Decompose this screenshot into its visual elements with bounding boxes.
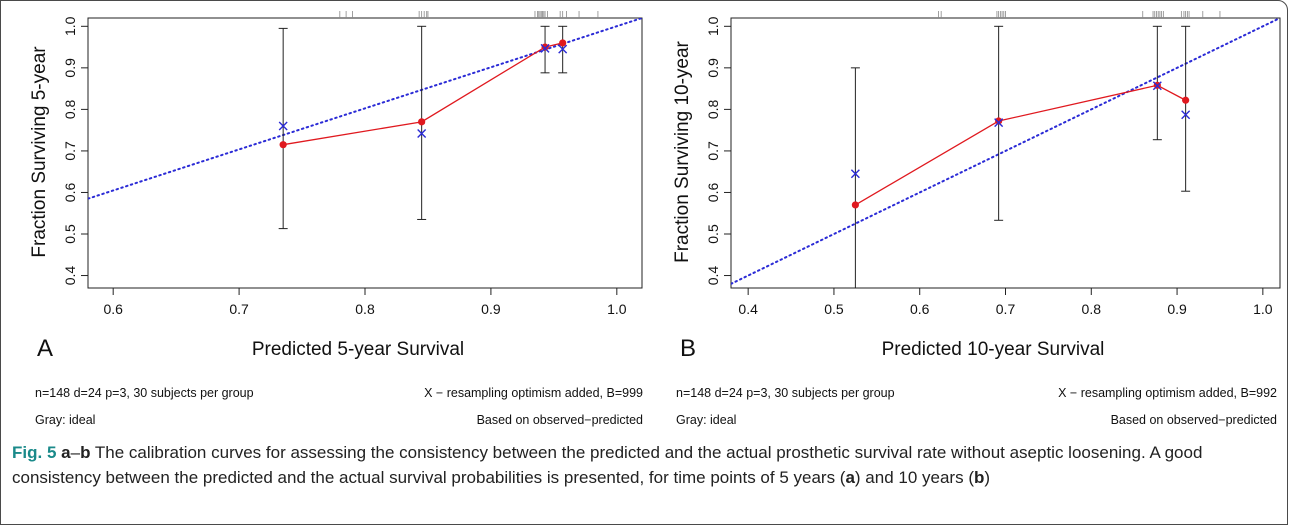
panel-a-observed-point xyxy=(279,141,287,149)
panel-a-y-tick-label: 0.5 xyxy=(62,224,78,244)
panel-b-observed-point xyxy=(1182,96,1190,104)
panel-b-observed-point xyxy=(851,201,859,209)
panel-a-plot-box xyxy=(87,17,643,289)
panel-b-plot-box xyxy=(730,17,1281,289)
panel-b-corrected-point xyxy=(1181,110,1191,120)
panel-b-observed-line xyxy=(855,84,1186,206)
calibration-figure: Fraction Surviving 5-year Predicted 5-ye… xyxy=(29,11,1281,362)
panel-b-corrected-point xyxy=(850,169,860,179)
panel-b-y-tick-label: 1.0 xyxy=(705,16,721,36)
panel-b-x-tick-label: 0.6 xyxy=(910,301,930,317)
caption-text-3: ) xyxy=(984,468,991,487)
panel-b-corrected-point xyxy=(994,118,1004,128)
panel-b-x-tick-label: 1.0 xyxy=(1253,301,1273,317)
panel-b-x-tick-label: 0.8 xyxy=(1082,301,1102,317)
panel-b-xlabel: Predicted 10-year Survival xyxy=(882,339,1105,360)
panel-a-note-left-1: n=148 d=24 p=3, 30 subjects per group xyxy=(35,386,254,400)
panel-a-x-tick-label: 1.0 xyxy=(607,301,627,317)
panel-a-y-tick-label: 1.0 xyxy=(62,16,78,36)
panel-b-x-tick-label: 0.4 xyxy=(738,301,758,317)
panel-b-y-tick-label: 0.9 xyxy=(705,58,721,78)
panel-b-observed-point xyxy=(995,117,1003,125)
panel-b-ylabel: Fraction Surviving 10-year xyxy=(672,40,693,262)
panel-a-observed-line xyxy=(283,42,563,146)
figure-caption: Fig. 5 a–b The calibration curves for as… xyxy=(12,440,1278,490)
panel-b-corrected-point xyxy=(1152,81,1162,91)
panel-a-y-tick-label: 0.7 xyxy=(62,141,78,161)
panel-a-ylabel: Fraction Surviving 5-year xyxy=(29,46,50,258)
caption-dash: – xyxy=(70,443,81,462)
panel-b-ideal-line xyxy=(731,18,1280,285)
caption-ref-b: b xyxy=(973,468,985,487)
caption-text-1: The calibration curves for assessing the… xyxy=(12,443,1203,487)
panel-b-note-right-1: X − resampling optimism added, B=992 xyxy=(1058,386,1277,400)
panel-b-letter: B xyxy=(680,335,696,362)
panel-a-y-tick-label: 0.8 xyxy=(62,99,78,119)
caption-text-2: ) and 10 years ( xyxy=(854,468,974,487)
panel-a-x-tick-label: 0.9 xyxy=(481,301,501,317)
panel-b-y-tick-label: 0.7 xyxy=(705,141,721,161)
caption-ref-a: a xyxy=(845,468,855,487)
panel-b-x-tick-label: 0.7 xyxy=(996,301,1016,317)
panel-b-plot: 0.4 0.5 0.6 0.7 0.8 0.9 1.0 0.4 0.5 0.6 0.7 0.8 0.9 1… xyxy=(705,11,1281,317)
panel-a-ideal-line xyxy=(88,18,642,200)
panel-a-observed-point xyxy=(418,118,426,126)
panel-a-y-tick-label: 0.9 xyxy=(62,58,78,78)
panel-a-corrected-point xyxy=(540,43,550,53)
panel-a-note-right-2: Based on observed−predicted xyxy=(476,413,643,427)
caption-figure-label: Fig. 5 xyxy=(12,443,57,462)
panel-a-corrected-point xyxy=(558,44,568,54)
panel-a-corrected-point xyxy=(278,121,288,131)
panel-a-x-tick-label: 0.7 xyxy=(229,301,249,317)
panel-b-y-tick-label: 0.6 xyxy=(705,183,721,203)
panel-a-plot: 0.6 0.7 0.8 0.9 1.0 0.4 0.5 0.6 0.7 0.8 0.9 1.0 xyxy=(62,11,643,317)
panel-a-observed-point xyxy=(541,43,549,51)
panel-a-x-tick-label: 0.6 xyxy=(103,301,123,317)
panel-a-note-left-2: Gray: ideal xyxy=(35,413,96,427)
caption-part-b: b xyxy=(80,443,91,462)
panel-a-y-tick-label: 0.6 xyxy=(62,183,78,203)
panel-b-note-right-2: Based on observed−predicted xyxy=(1110,413,1277,427)
panel-a-corrected-point xyxy=(417,128,427,138)
panel-a-letter: A xyxy=(37,335,53,362)
panel-a-xlabel: Predicted 5-year Survival xyxy=(252,339,464,360)
panel-a-x-tick-label: 0.8 xyxy=(355,301,375,317)
panel-b-x-tick-label: 0.9 xyxy=(1167,301,1187,317)
panel-b-note-left-1: n=148 d=24 p=3, 30 subjects per group xyxy=(676,386,895,400)
panel-b-y-tick-label: 0.5 xyxy=(705,224,721,244)
panel-b-note-left-2: Gray: ideal xyxy=(676,413,737,427)
panel-b-y-tick-label: 0.8 xyxy=(705,99,721,119)
panel-a-y-tick-label: 0.4 xyxy=(62,266,78,286)
panel-b-y-tick-label: 0.4 xyxy=(705,266,721,286)
panel-a-observed-point xyxy=(559,39,567,47)
caption-part-a: a xyxy=(61,443,71,462)
panel-a-note-right-1: X − resampling optimism added, B=999 xyxy=(424,386,643,400)
panel-b-x-tick-label: 0.5 xyxy=(824,301,844,317)
